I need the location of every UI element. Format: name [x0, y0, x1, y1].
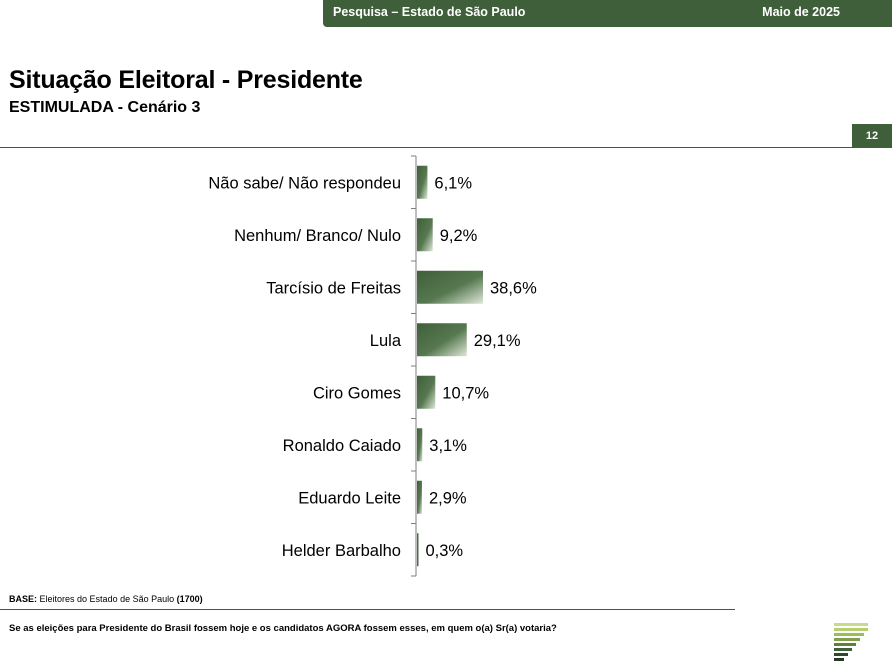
bar-chart: Não sabe/ Não respondeu 6,1% Nenhum/ Branc… — [208, 155, 537, 577]
value-label: 0,3% — [426, 542, 464, 560]
category-label: Nenhum/ Branco/ Nulo — [234, 227, 401, 245]
header-divider — [0, 147, 852, 148]
survey-title: Pesquisa – Estado de São Paulo — [333, 5, 526, 19]
base-label: BASE: — [9, 594, 38, 604]
value-label: 3,1% — [429, 437, 467, 455]
category-label: Helder Barbalho — [282, 542, 401, 560]
bar — [417, 165, 428, 199]
value-label: 2,9% — [429, 489, 467, 507]
bar — [417, 270, 483, 304]
footer-divider — [0, 609, 735, 610]
page-number: 12 — [852, 124, 892, 148]
value-label: 29,1% — [474, 332, 521, 350]
bar — [417, 323, 467, 357]
value-label: 9,2% — [440, 227, 478, 245]
bar — [417, 428, 423, 462]
category-label: Tarcísio de Freitas — [266, 279, 401, 297]
bar — [417, 375, 436, 409]
base-count: (1700) — [176, 594, 203, 604]
survey-date: Maio de 2025 — [762, 5, 840, 19]
category-label: Ciro Gomes — [313, 384, 401, 402]
brand-logo — [834, 623, 868, 661]
survey-question: Se as eleições para Presidente do Brasil… — [9, 623, 557, 634]
bar — [417, 218, 433, 252]
category-label: Eduardo Leite — [298, 489, 401, 507]
page-subtitle: ESTIMULADA - Cenário 3 — [9, 99, 201, 116]
page-title: Situação Eleitoral - Presidente — [9, 66, 363, 94]
category-label: Lula — [370, 332, 402, 350]
bar — [417, 533, 419, 567]
category-label: Ronaldo Caiado — [283, 437, 401, 455]
base-note: BASE: Eleitores do Estado de São Paulo (… — [9, 594, 203, 604]
value-label: 38,6% — [490, 279, 537, 297]
value-label: 10,7% — [442, 384, 489, 402]
bar — [417, 480, 422, 514]
header-bar: Pesquisa – Estado de São Paulo Maio de 2… — [323, 0, 892, 27]
base-text: Eleitores do Estado de São Paulo — [39, 594, 175, 604]
value-label: 6,1% — [434, 174, 472, 192]
category-label: Não sabe/ Não respondeu — [208, 174, 401, 192]
